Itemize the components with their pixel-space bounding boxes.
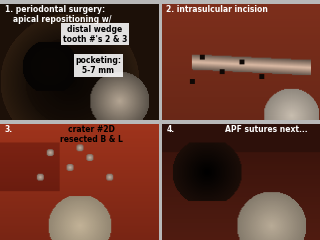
Text: pocketing:
5-7 mm: pocketing: 5-7 mm: [75, 56, 121, 75]
Text: 2. intrasulcular incision: 2. intrasulcular incision: [166, 5, 268, 14]
Text: 3.: 3.: [5, 125, 13, 134]
Text: distal wedge
tooth #'s 2 & 3: distal wedge tooth #'s 2 & 3: [63, 24, 127, 44]
Text: APF sutures next...: APF sutures next...: [225, 125, 308, 134]
Text: crater #2D
resected B & L: crater #2D resected B & L: [60, 125, 123, 144]
Text: 1. periodontal surgery:
   apical repositioning w/: 1. periodontal surgery: apical repositio…: [5, 5, 111, 24]
Text: 4.: 4.: [166, 125, 174, 134]
